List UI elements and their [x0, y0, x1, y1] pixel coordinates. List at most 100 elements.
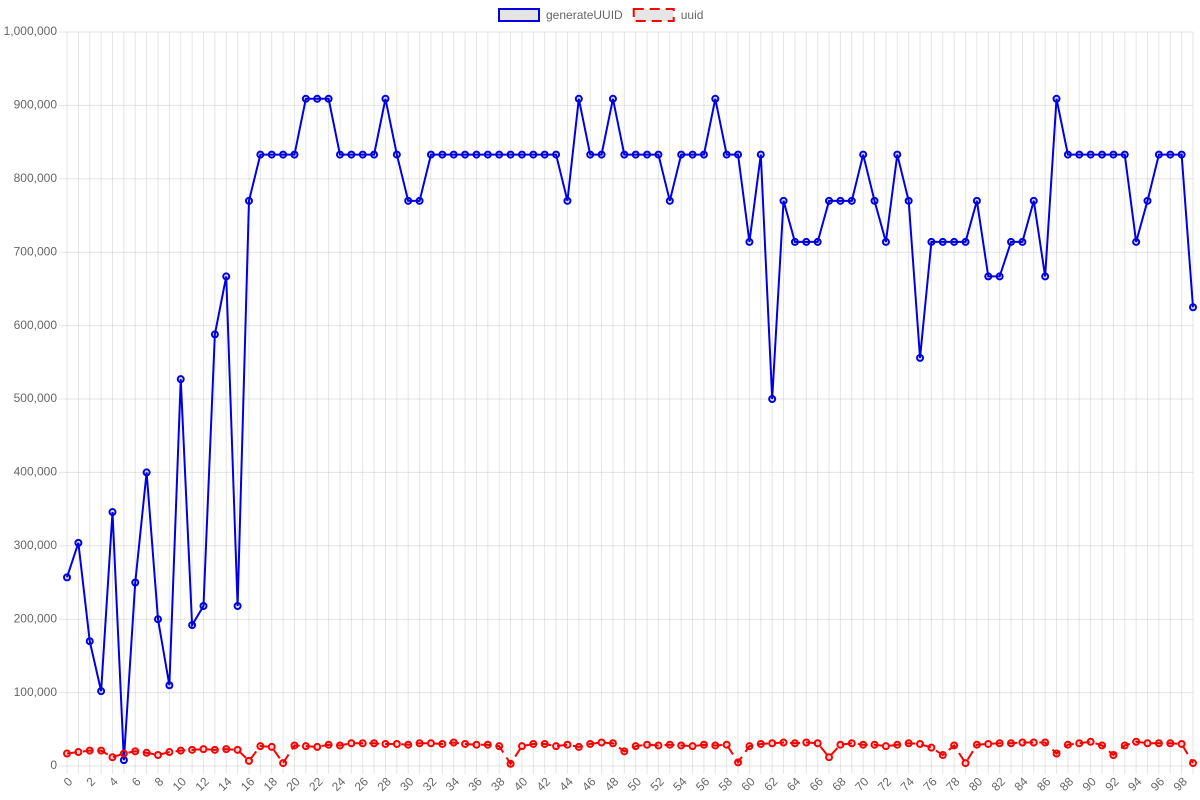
- point: [699, 740, 708, 749]
- point: [426, 739, 435, 748]
- point: [620, 747, 629, 756]
- point: [324, 740, 333, 749]
- point: [1063, 740, 1072, 749]
- y-tick-label: 700,000: [14, 244, 58, 258]
- x-tick-label: 34: [443, 774, 463, 794]
- point: [597, 150, 606, 159]
- point: [916, 739, 925, 748]
- point: [1007, 739, 1016, 748]
- point: [540, 739, 549, 748]
- point: [1120, 741, 1129, 750]
- x-tick-label: 56: [693, 774, 713, 794]
- point: [1075, 739, 1084, 748]
- point: [927, 237, 936, 246]
- point: [847, 196, 856, 205]
- x-tick-label: 72: [875, 774, 895, 794]
- point: [1018, 738, 1027, 747]
- point: [597, 738, 606, 747]
- point: [790, 739, 799, 748]
- point: [1154, 150, 1163, 159]
- point: [119, 756, 128, 765]
- point: [574, 94, 583, 103]
- point: [131, 747, 140, 756]
- point: [529, 150, 538, 159]
- x-tick-label: 94: [1125, 774, 1145, 794]
- point: [1086, 737, 1095, 746]
- point: [495, 742, 504, 751]
- point: [1086, 150, 1095, 159]
- point: [722, 740, 731, 749]
- point: [517, 150, 526, 159]
- x-tick-label: 40: [511, 774, 531, 794]
- point: [199, 601, 208, 610]
- point: [779, 738, 788, 747]
- x-tick-label: 60: [738, 774, 758, 794]
- series-line: [66, 740, 1194, 766]
- y-tick-label: 300,000: [14, 538, 58, 552]
- point: [1007, 237, 1016, 246]
- point: [495, 150, 504, 159]
- x-tick-label: 36: [465, 774, 485, 794]
- point: [1143, 196, 1152, 205]
- x-tick-label: 16: [238, 774, 258, 794]
- x-tick-label: 10: [170, 774, 190, 794]
- point: [210, 745, 219, 754]
- point: [188, 745, 197, 754]
- point: [552, 742, 561, 751]
- point: [552, 150, 561, 159]
- point: [176, 375, 185, 384]
- x-tick-label: 76: [920, 774, 940, 794]
- point: [904, 739, 913, 748]
- point: [927, 743, 936, 752]
- legend-label: generateUUID: [546, 8, 623, 22]
- point: [654, 150, 663, 159]
- point: [870, 740, 879, 749]
- point: [688, 150, 697, 159]
- point: [472, 150, 481, 159]
- legend-swatch: [498, 8, 540, 22]
- point: [881, 742, 890, 751]
- point: [870, 196, 879, 205]
- point: [370, 739, 379, 748]
- point: [347, 739, 356, 748]
- x-tick-label: 32: [420, 774, 440, 794]
- point: [381, 94, 390, 103]
- point: [461, 150, 470, 159]
- x-tick-label: 44: [556, 774, 576, 794]
- x-tick-label: 28: [374, 774, 394, 794]
- x-tick-label: 84: [1011, 774, 1031, 794]
- point: [1018, 237, 1027, 246]
- point: [825, 196, 834, 205]
- x-tick-label: 66: [807, 774, 827, 794]
- point: [392, 739, 401, 748]
- x-tick-label: 86: [1034, 774, 1054, 794]
- point: [370, 150, 379, 159]
- point: [790, 237, 799, 246]
- point: [426, 150, 435, 159]
- x-tick-label: 64: [784, 774, 804, 794]
- x-tick-label: 70: [852, 774, 872, 794]
- point: [745, 237, 754, 246]
- y-tick-label: 400,000: [14, 465, 58, 479]
- x-tick-label: 6: [129, 774, 144, 789]
- y-tick-label: 200,000: [14, 611, 58, 625]
- point: [654, 741, 663, 750]
- point: [768, 395, 777, 403]
- point: [244, 196, 253, 205]
- point: [483, 150, 492, 159]
- x-tick-label: 74: [898, 774, 918, 794]
- x-tick-label: 90: [1080, 774, 1100, 794]
- x-tick-label: 38: [488, 774, 508, 794]
- point: [665, 740, 674, 749]
- x-tick-label: 14: [215, 774, 235, 794]
- point: [1063, 150, 1072, 159]
- point: [74, 748, 83, 757]
- point: [222, 745, 231, 754]
- point: [1177, 739, 1186, 748]
- point: [984, 272, 993, 281]
- point: [1120, 150, 1129, 159]
- point: [961, 759, 970, 768]
- point: [722, 150, 731, 159]
- point: [802, 237, 811, 246]
